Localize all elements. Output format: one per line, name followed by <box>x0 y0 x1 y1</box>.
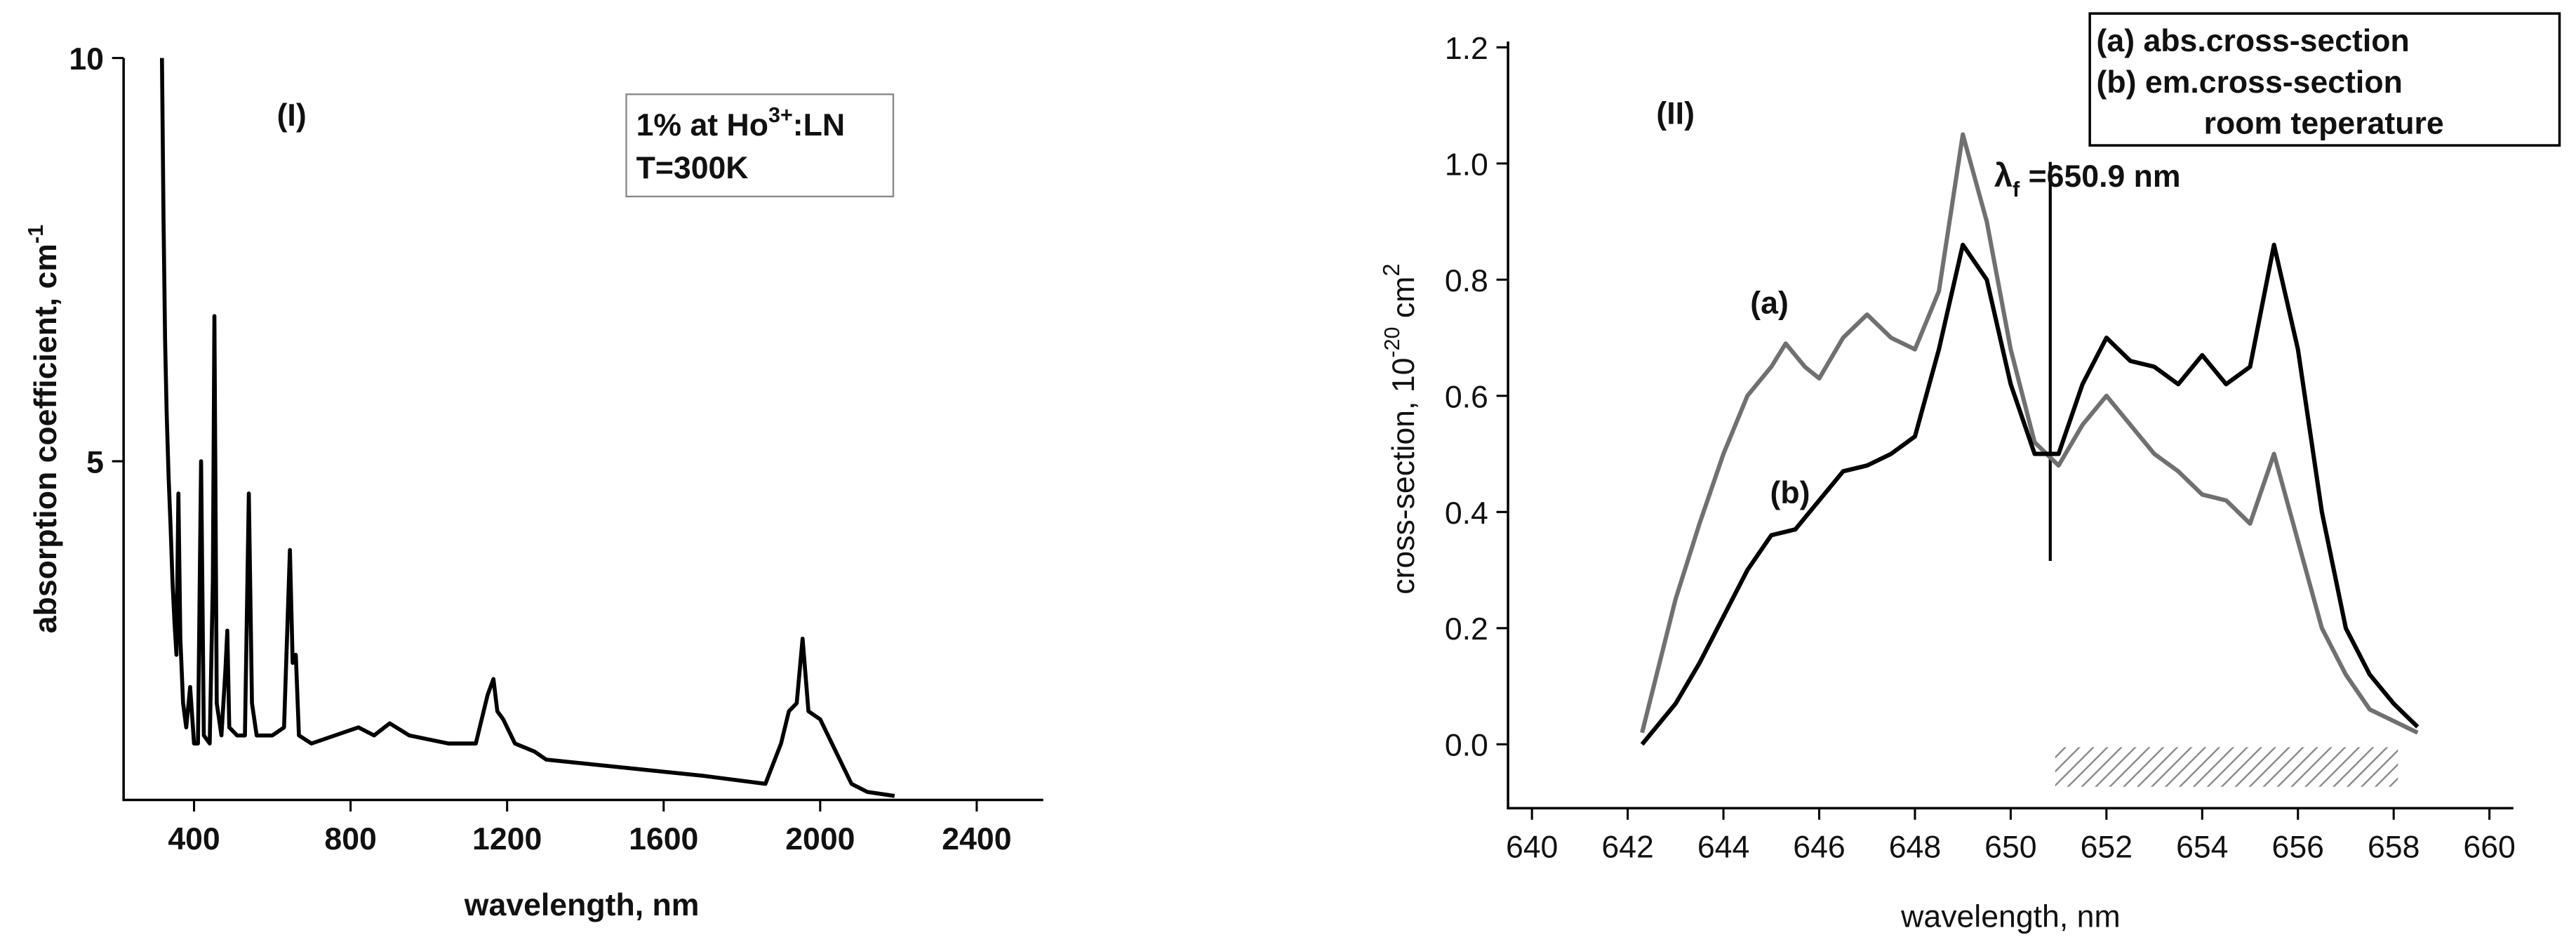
y-tick-label: 1.2 <box>1445 32 1488 66</box>
x-tick-label: 646 <box>1793 830 1845 865</box>
legend-entry: (b) em.cross-section <box>2097 65 2403 100</box>
x-tick-label: 650 <box>1984 830 2036 865</box>
annotation: 1% at Ho3+:LN <box>636 103 846 143</box>
axes <box>1507 41 2514 810</box>
y-tick-label: 5 <box>86 445 104 479</box>
annotation: T=300K <box>636 151 749 185</box>
annotation-box <box>625 93 895 198</box>
panel-label: (II) <box>1656 97 1695 131</box>
y-tick-label: 0.2 <box>1445 612 1488 647</box>
x-tick-label: 642 <box>1601 830 1653 865</box>
y-tick-label: 0.6 <box>1445 380 1488 414</box>
y-axis-label: absorption coefficient, cm-1 <box>24 225 63 633</box>
x-tick-label: 660 <box>2463 830 2515 865</box>
x-tick-label: 652 <box>2081 830 2133 865</box>
x-tick-label: 2000 <box>785 822 855 856</box>
x-tick-label: 400 <box>168 822 220 856</box>
y-tick-label: 1.0 <box>1445 147 1488 182</box>
x-tick-label: 648 <box>1889 830 1941 865</box>
y-tick-label: 10 <box>69 42 104 77</box>
panel-label: (I) <box>277 98 307 133</box>
x-tick-label: 800 <box>324 822 376 856</box>
marker-label: λf =650.9 nm <box>1994 157 2181 201</box>
curve-label: (b) <box>1770 476 1810 510</box>
x-axis-label: wavelength, nm <box>464 888 700 922</box>
line <box>159 58 895 798</box>
y-axis-label: cross-section, 10-20 cm2 <box>1378 263 1421 594</box>
y-tick-label: 0.0 <box>1445 729 1488 763</box>
x-tick-label: 1200 <box>472 822 542 856</box>
x-tick-label: 658 <box>2368 830 2420 865</box>
axes <box>122 58 1043 802</box>
y-tick-label: 0.8 <box>1445 264 1488 298</box>
x-tick-label: 2400 <box>942 822 1011 856</box>
hatched-band <box>2055 747 2398 787</box>
x-tick-label: 640 <box>1506 830 1558 865</box>
x-axis-label: wavelength, nm <box>1900 899 2120 934</box>
x-tick-label: 656 <box>2272 830 2324 865</box>
legend-note: room teperature <box>2204 107 2444 141</box>
y-tick-label: 0.4 <box>1445 496 1488 531</box>
line <box>1640 242 2420 746</box>
legend-entry: (a) abs.cross-section <box>2097 24 2410 58</box>
legend-box <box>2088 12 2561 147</box>
x-tick-label: 654 <box>2176 830 2228 865</box>
x-tick-label: 1600 <box>629 822 698 856</box>
x-tick-label: 644 <box>1697 830 1749 865</box>
curve-label: (a) <box>1750 286 1789 321</box>
line <box>1640 132 2419 735</box>
